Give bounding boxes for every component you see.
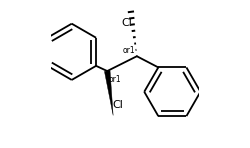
Text: or1: or1 [109,75,121,84]
Text: or1: or1 [123,46,135,55]
Polygon shape [104,71,113,115]
Text: Cl: Cl [112,99,123,110]
Text: Cl: Cl [121,18,132,28]
